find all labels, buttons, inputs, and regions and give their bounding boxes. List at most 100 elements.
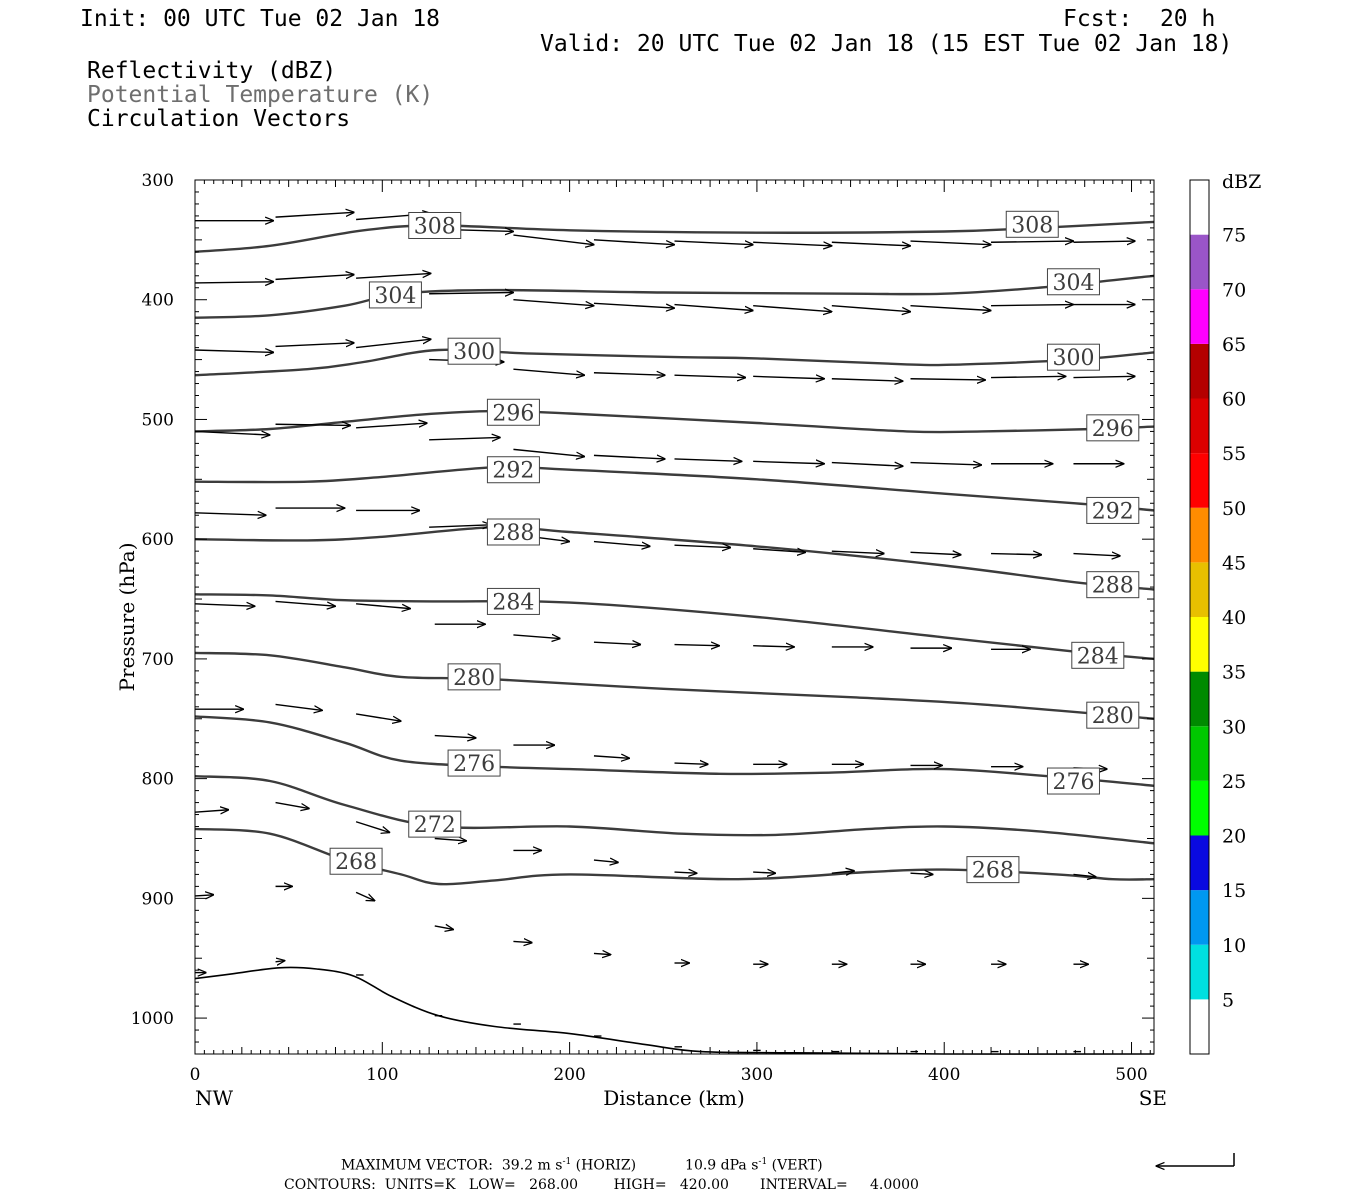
colorbar-segment <box>1190 890 1209 945</box>
x-tick-label: 300 <box>741 1065 773 1085</box>
circulation-vector <box>194 431 270 435</box>
contour-label-box-272 <box>408 810 462 838</box>
circulation-vector <box>275 424 351 425</box>
circulation-vector <box>593 239 675 245</box>
colorbar-label: 40 <box>1222 607 1246 629</box>
circulation-vector <box>910 873 933 874</box>
circulation-vector <box>434 838 467 840</box>
axis-text: 0 100 200 300 400 500 300 400 500 600 700 800 900 100… <box>115 171 1167 1110</box>
contour-label-276: 276 <box>453 752 495 777</box>
circulation-vector <box>593 302 675 308</box>
contour-label-box-280 <box>447 663 501 691</box>
x-axis-title: Distance (km) <box>603 1086 745 1110</box>
circulation-vector <box>356 423 427 429</box>
contour-label-292: 292 <box>492 459 534 484</box>
colorbar-segment <box>1190 671 1209 727</box>
circulation-vector <box>831 551 884 553</box>
circulation-vector <box>593 642 641 644</box>
circulation-vector <box>275 600 336 606</box>
isentrope-layer <box>194 220 1155 886</box>
contour-label-288: 288 <box>492 521 534 546</box>
contour-label-box-276 <box>447 749 501 777</box>
circulation-vector <box>194 895 214 896</box>
isentrope-288 <box>194 525 1155 591</box>
circulation-vector <box>513 635 560 639</box>
colorbar-label: 25 <box>1222 771 1246 793</box>
colorbar-label: 70 <box>1222 279 1246 301</box>
colorbar-label: 15 <box>1222 880 1246 902</box>
contour-label-box-284 <box>486 587 540 615</box>
contour-label-box-300 <box>1046 343 1100 371</box>
circulation-vector <box>513 368 584 375</box>
circulation-vector <box>910 552 962 554</box>
colorbar-label: 65 <box>1222 334 1246 356</box>
circulation-vector <box>194 604 255 606</box>
forecast-hour: Fcst: 20 h <box>1063 8 1215 31</box>
axis-ticks <box>194 179 1154 1055</box>
circulation-vector <box>356 603 410 609</box>
isentrope-280 <box>194 651 1155 720</box>
circulation-vector <box>194 810 229 812</box>
valid-time: Valid: 20 UTC Tue 02 Jan 18 (15 EST Tue … <box>540 31 1233 57</box>
contour-label-268: 268 <box>335 850 377 875</box>
contour-label-box-284 <box>1071 641 1125 669</box>
colorbar-label: 60 <box>1222 389 1246 411</box>
contour-label-box-300 <box>447 337 501 365</box>
contour-label-292: 292 <box>1092 499 1134 524</box>
y-tick-label: 400 <box>142 291 174 311</box>
x-tick-label: 500 <box>1115 1065 1147 1085</box>
x-tick-label: 0 <box>190 1065 201 1085</box>
contour-label-box-296 <box>486 398 540 426</box>
colorbar-segment <box>1190 617 1209 672</box>
contour-label-296: 296 <box>492 401 534 426</box>
circulation-vector <box>674 241 754 245</box>
circulation-vector <box>991 376 1066 377</box>
circulation-vector <box>753 242 832 246</box>
y-axis-title: Pressure (hPa) <box>115 543 139 692</box>
circulation-vector <box>831 463 903 467</box>
colorbar-label: 45 <box>1222 552 1246 574</box>
y-tick-label: 1000 <box>131 1009 174 1029</box>
circulation-vector <box>753 549 805 553</box>
contour-label-300: 300 <box>453 340 495 365</box>
circulation-vector <box>674 303 754 311</box>
circulation-vector <box>674 375 746 377</box>
contour-label-box-292 <box>486 456 540 484</box>
circulation-vector <box>429 293 513 294</box>
colorbar-segment <box>1190 726 1209 781</box>
circulation-vector <box>513 234 594 245</box>
y-tick-label: 800 <box>142 770 174 790</box>
contour-label-box-292 <box>1086 496 1140 524</box>
field-potential-temperature: Potential Temperature (K) <box>87 82 434 108</box>
circulation-vector <box>356 273 431 279</box>
colorbar-segment <box>1190 999 1209 1054</box>
y-tick-label: 300 <box>142 171 174 191</box>
circulation-vector <box>991 241 1073 242</box>
circulation-vector <box>355 891 375 900</box>
circulation-vector <box>753 646 794 647</box>
contour-label-284: 284 <box>492 590 534 615</box>
horiz-exponent: -1 <box>562 1157 572 1167</box>
circulation-vector <box>910 379 986 380</box>
contour-label-300: 300 <box>1052 346 1094 371</box>
colorbar: 5 10 15 20 25 30 35 40 45 50 55 60 65 70 75 dBZ <box>1189 171 1261 1055</box>
circulation-vector <box>275 275 355 281</box>
circulation-vector <box>275 703 323 710</box>
circulation-vector <box>753 376 824 378</box>
circulation-vector <box>513 448 584 456</box>
colorbar-segment <box>1190 944 1209 1000</box>
contour-label-box-288 <box>1086 571 1140 599</box>
colorbar-label: 35 <box>1222 662 1246 684</box>
isentrope-292 <box>194 465 1155 512</box>
isentrope-304 <box>194 274 1155 319</box>
circulation-vector <box>1073 376 1135 377</box>
contour-label-layer: 308 308 304 304 300 300 296 296 292 292 288 288 284 2… <box>329 210 1140 884</box>
reference-vector-icon <box>1156 1153 1235 1166</box>
circulation-vector <box>674 872 697 873</box>
circulation-vector <box>1073 241 1135 242</box>
colorbar-segment <box>1190 289 1209 344</box>
x-tick-label: 100 <box>366 1065 398 1085</box>
vector-layer <box>194 212 1135 1053</box>
x-end-label: SE <box>1139 1086 1167 1110</box>
contour-label-308: 308 <box>1011 213 1053 238</box>
